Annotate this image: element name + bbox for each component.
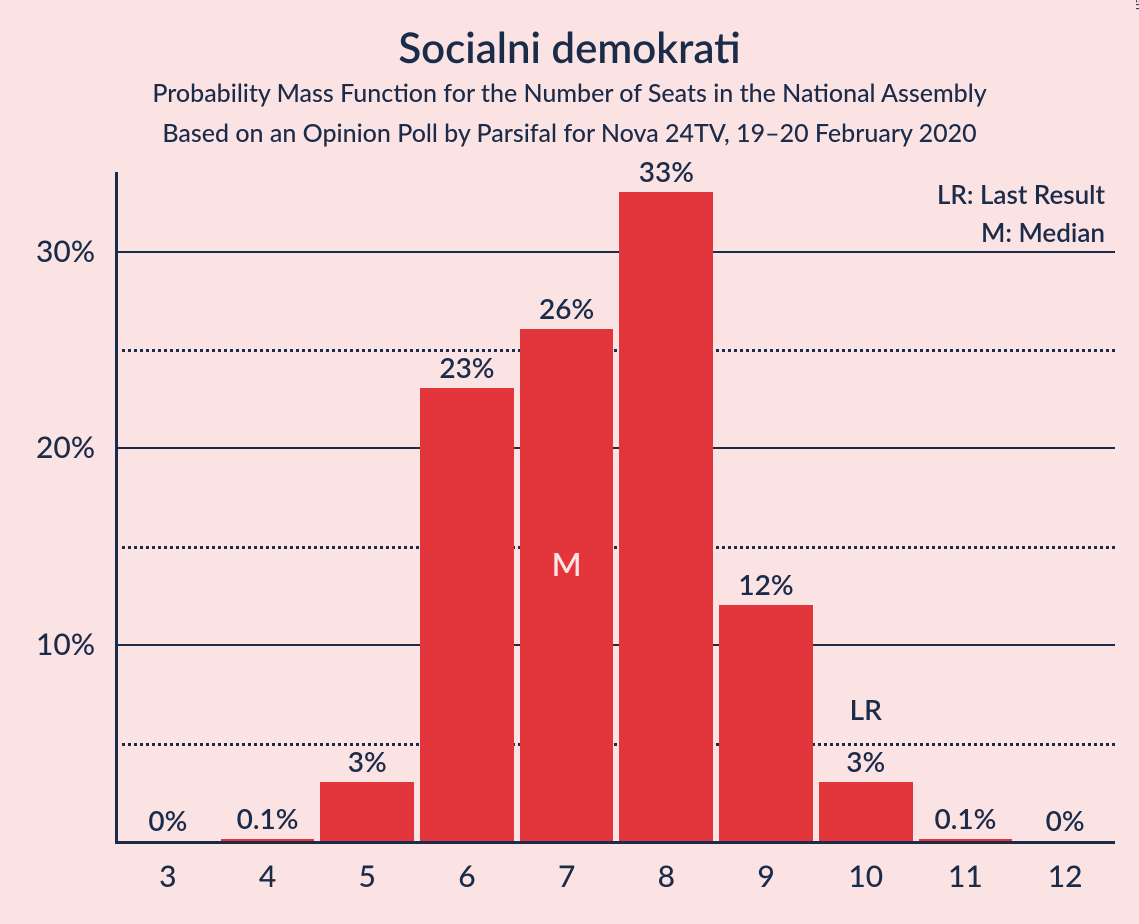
- copyright-text: © 2020 Filip van Laenen: [1133, 0, 1139, 10]
- y-tick-label: 20%: [0, 429, 95, 465]
- x-tick-label: 9: [716, 858, 816, 894]
- x-tick-label: 4: [218, 858, 318, 894]
- x-tick-label: 3: [118, 858, 218, 894]
- y-tick-label: 10%: [0, 626, 95, 662]
- median-marker: M: [520, 544, 614, 583]
- x-tick-label: 12: [1015, 858, 1115, 894]
- gridline: [115, 644, 1115, 646]
- x-tick-label: 6: [417, 858, 517, 894]
- chart-title: Socialni demokrati: [0, 22, 1139, 72]
- bar-value-label: 0.1%: [218, 801, 318, 835]
- chart-subtitle-2: Based on an Opinion Poll by Parsifal for…: [0, 118, 1139, 148]
- bar-value-label: 12%: [716, 567, 816, 601]
- x-tick-label: 11: [916, 858, 1016, 894]
- bar-value-label: 0%: [118, 803, 218, 837]
- x-tick-label: 10: [816, 858, 916, 894]
- bar-value-label: 0%: [1015, 803, 1115, 837]
- x-tick-label: 5: [317, 858, 417, 894]
- bar-value-label: 26%: [517, 291, 617, 325]
- last-result-marker: LR: [816, 692, 916, 726]
- bar-value-label: 0.1%: [916, 801, 1016, 835]
- bar: [420, 388, 514, 841]
- bar-value-label: 23%: [417, 350, 517, 384]
- bar: [719, 605, 813, 841]
- gridline: [115, 546, 1115, 549]
- y-tick-label: 30%: [0, 233, 95, 269]
- x-tick-label: 7: [517, 858, 617, 894]
- x-tick-label: 8: [617, 858, 717, 894]
- bar: [520, 329, 614, 841]
- gridline: [115, 251, 1115, 253]
- bar-value-label: 3%: [317, 744, 417, 778]
- plot-area: 0%0.1%3%23%26%M33%12%LR3%0.1%0% LR: Last…: [115, 172, 1115, 844]
- legend-median: M: Median: [981, 216, 1105, 248]
- bar: [320, 782, 414, 841]
- gridline: [115, 447, 1115, 449]
- chart-subtitle-1: Probability Mass Function for the Number…: [0, 78, 1139, 108]
- bar-value-label: 3%: [816, 744, 916, 778]
- gridline: [115, 743, 1115, 746]
- bar: [819, 782, 913, 841]
- legend-last-result: LR: Last Result: [937, 178, 1105, 210]
- y-axis: [115, 172, 118, 844]
- bar: [619, 192, 713, 841]
- gridline: [115, 349, 1115, 352]
- x-axis: [115, 841, 1115, 844]
- bar-value-label: 33%: [617, 154, 717, 188]
